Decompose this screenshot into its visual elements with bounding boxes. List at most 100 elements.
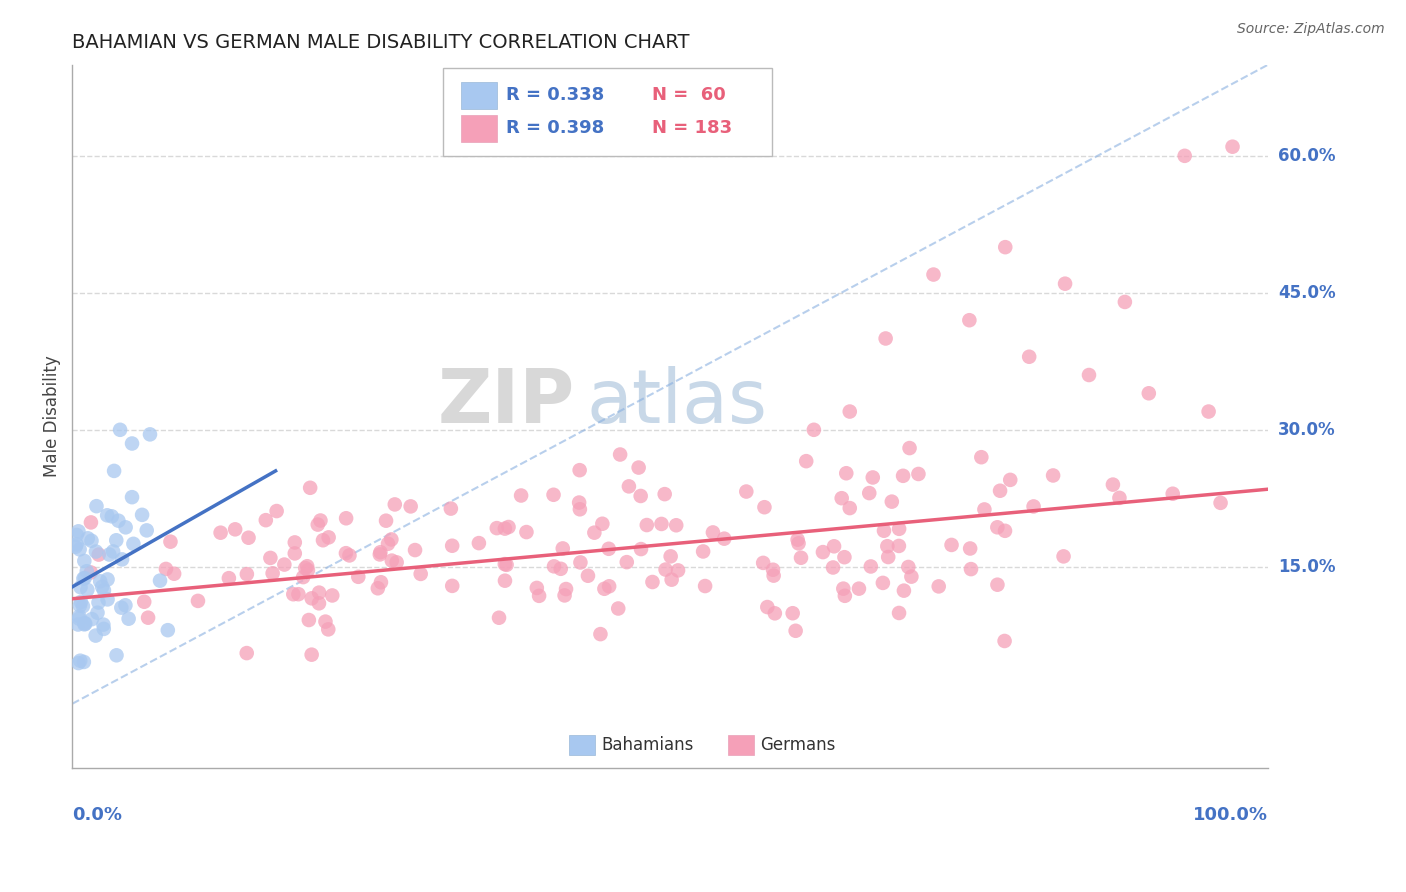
Point xyxy=(665,518,688,533)
Point xyxy=(900,569,922,583)
Point xyxy=(209,525,232,540)
Point xyxy=(907,467,929,481)
Point xyxy=(959,541,981,556)
Point xyxy=(87,595,110,609)
Point xyxy=(831,491,853,506)
Point xyxy=(1161,487,1184,501)
Point xyxy=(785,624,807,638)
Point xyxy=(583,525,606,540)
Point xyxy=(790,550,813,565)
Point xyxy=(666,563,689,577)
Point xyxy=(159,534,181,549)
Text: BAHAMIAN VS GERMAN MALE DISABILITY CORRELATION CHART: BAHAMIAN VS GERMAN MALE DISABILITY CORRE… xyxy=(72,33,690,52)
Point xyxy=(101,544,124,558)
Point xyxy=(65,537,87,551)
Point xyxy=(823,539,845,553)
Point xyxy=(988,483,1011,498)
Point xyxy=(335,511,357,525)
Point xyxy=(550,562,572,576)
Point xyxy=(880,494,903,508)
Point xyxy=(568,495,591,509)
Point xyxy=(370,575,392,590)
Text: 45.0%: 45.0% xyxy=(1278,284,1336,301)
Point xyxy=(440,501,463,516)
Point xyxy=(1042,468,1064,483)
Point xyxy=(630,489,652,503)
Point xyxy=(309,514,332,528)
Point xyxy=(1022,500,1045,514)
Point xyxy=(887,539,910,553)
Point xyxy=(928,579,950,593)
Point xyxy=(122,537,145,551)
Point xyxy=(67,609,90,624)
Point xyxy=(654,487,676,501)
FancyBboxPatch shape xyxy=(461,115,496,142)
Point xyxy=(887,606,910,620)
Point xyxy=(69,580,91,594)
Point xyxy=(238,531,260,545)
Point xyxy=(811,545,834,559)
Point xyxy=(187,594,209,608)
Point xyxy=(218,571,240,585)
Point xyxy=(73,571,96,585)
Point xyxy=(287,587,309,601)
Text: N = 183: N = 183 xyxy=(652,120,733,137)
Point xyxy=(367,581,389,595)
Point xyxy=(284,535,307,549)
Point xyxy=(495,558,517,572)
Point xyxy=(384,497,406,511)
Point xyxy=(73,617,96,632)
Point xyxy=(375,514,398,528)
Point xyxy=(368,548,391,562)
Point xyxy=(897,560,920,574)
Point xyxy=(409,566,432,581)
Point xyxy=(93,617,115,632)
Point xyxy=(873,524,896,538)
Point xyxy=(110,600,132,615)
Point xyxy=(630,542,652,557)
Point xyxy=(786,533,808,547)
Point xyxy=(259,550,281,565)
Point xyxy=(468,536,491,550)
Point xyxy=(994,240,1017,254)
Point xyxy=(65,540,87,554)
Y-axis label: Male Disability: Male Disability xyxy=(44,355,60,477)
Point xyxy=(848,582,870,596)
Point xyxy=(404,543,426,558)
Point xyxy=(298,613,321,627)
Text: 0.0%: 0.0% xyxy=(72,806,122,824)
Point xyxy=(93,583,115,598)
Point xyxy=(838,501,860,516)
Point xyxy=(80,612,103,626)
Point xyxy=(67,612,90,626)
Point xyxy=(335,546,357,560)
Point xyxy=(69,654,91,668)
Point xyxy=(441,539,464,553)
Point xyxy=(641,574,664,589)
Point xyxy=(284,546,307,560)
Point xyxy=(485,521,508,535)
Point xyxy=(297,563,319,577)
Point xyxy=(876,539,898,553)
Point xyxy=(321,589,343,603)
Point xyxy=(86,606,108,620)
Point xyxy=(380,533,402,547)
Point xyxy=(114,599,136,613)
Point xyxy=(69,542,91,557)
FancyBboxPatch shape xyxy=(461,82,496,109)
Point xyxy=(84,629,107,643)
Point xyxy=(543,488,565,502)
Point xyxy=(76,582,98,597)
Point xyxy=(835,467,858,481)
Point xyxy=(1102,477,1125,491)
Point xyxy=(858,486,880,500)
Point xyxy=(598,579,620,593)
FancyBboxPatch shape xyxy=(728,735,754,755)
Point xyxy=(494,557,516,571)
Point xyxy=(617,479,640,493)
Point xyxy=(960,562,983,576)
Point xyxy=(73,554,96,568)
Point xyxy=(986,578,1008,592)
Point xyxy=(821,560,844,574)
Point xyxy=(266,504,288,518)
